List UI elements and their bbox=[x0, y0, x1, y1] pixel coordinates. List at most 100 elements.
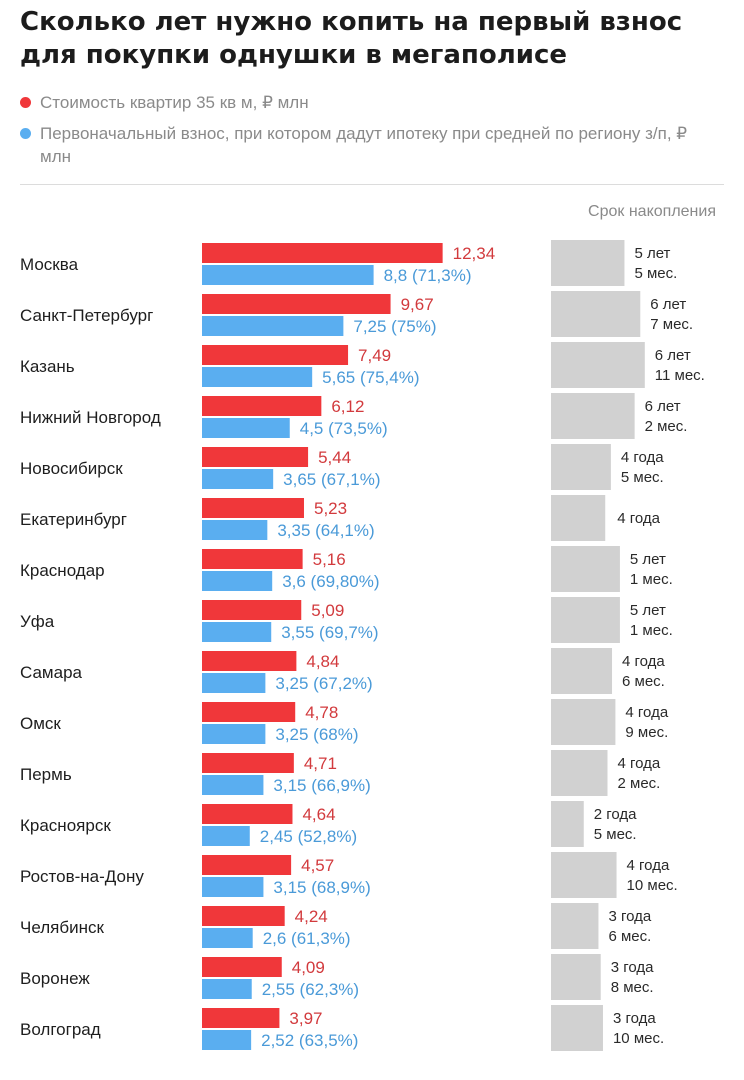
down-payment-bar-row-8 bbox=[202, 673, 266, 693]
price-label-row-9: 4,78 bbox=[305, 703, 338, 722]
price-bar-row-3 bbox=[202, 396, 322, 416]
header-divider bbox=[20, 184, 724, 185]
term-label-row-7-line-1: 1 мес. bbox=[630, 622, 673, 639]
price-label-row-11: 4,64 bbox=[302, 805, 335, 824]
city-label-row-14: Воронеж bbox=[20, 969, 90, 988]
price-bar-row-11 bbox=[202, 804, 293, 824]
price-bar-row-9 bbox=[202, 702, 296, 722]
city-label-row-13: Челябинск bbox=[20, 918, 104, 937]
term-label-row-1-line-1: 7 мес. bbox=[650, 316, 693, 333]
term-label-row-10-line-0: 4 года bbox=[618, 755, 661, 772]
term-label-row-8-line-0: 4 года bbox=[622, 653, 665, 670]
term-box-row-4 bbox=[551, 444, 611, 490]
city-label-row-7: Уфа bbox=[20, 612, 55, 631]
city-label-row-8: Самара bbox=[20, 663, 83, 682]
legend-dot-red-icon bbox=[20, 97, 31, 108]
down-payment-label-row-12: 3,15 (68,9%) bbox=[273, 878, 370, 897]
term-label-row-9-line-0: 4 года bbox=[625, 704, 668, 721]
down-payment-bar-row-1 bbox=[202, 316, 344, 336]
price-bar-row-7 bbox=[202, 600, 302, 620]
city-label-row-11: Красноярск bbox=[20, 816, 111, 835]
price-label-row-5: 5,23 bbox=[314, 499, 347, 518]
down-payment-label-row-1: 7,25 (75%) bbox=[353, 317, 436, 336]
down-payment-bar-row-6 bbox=[202, 571, 273, 591]
price-bar-row-15 bbox=[202, 1008, 280, 1028]
down-payment-label-row-2: 5,65 (75,4%) bbox=[322, 368, 419, 387]
term-box-row-5 bbox=[551, 495, 606, 541]
term-label-row-0-line-0: 5 лет bbox=[634, 245, 670, 262]
term-column-header: Срок накопления bbox=[588, 203, 716, 220]
price-bar-row-13 bbox=[202, 906, 285, 926]
term-label-row-4-line-1: 5 мес. bbox=[621, 469, 664, 486]
city-label-row-1: Санкт-Петербург bbox=[20, 306, 153, 325]
price-label-row-8: 4,84 bbox=[306, 652, 339, 671]
city-label-row-0: Москва bbox=[20, 255, 79, 274]
price-bar-row-0 bbox=[202, 243, 443, 263]
term-label-row-5: 4 года bbox=[617, 510, 660, 527]
legend-item-down-payment: Первоначальный взнос, при котором дадут … bbox=[20, 122, 710, 168]
city-label-row-5: Екатеринбург bbox=[20, 510, 127, 529]
down-payment-label-row-5: 3,35 (64,1%) bbox=[277, 521, 374, 540]
price-label-row-1: 9,67 bbox=[401, 295, 434, 314]
term-box-row-8 bbox=[551, 648, 613, 694]
term-box-row-1 bbox=[551, 291, 641, 337]
term-box-row-11 bbox=[551, 801, 584, 847]
down-payment-label-row-7: 3,55 (69,7%) bbox=[281, 623, 378, 642]
price-bar-row-8 bbox=[202, 651, 297, 671]
city-label-row-10: Пермь bbox=[20, 765, 72, 784]
down-payment-bar-row-2 bbox=[202, 367, 313, 387]
term-label-row-6-line-0: 5 лет bbox=[630, 551, 666, 568]
down-payment-bar-row-11 bbox=[202, 826, 250, 846]
price-label-row-14: 4,09 bbox=[292, 958, 325, 977]
term-label-row-3-line-0: 6 лет bbox=[645, 398, 681, 415]
city-label-row-6: Краснодар bbox=[20, 561, 105, 580]
term-label-row-7-line-0: 5 лет bbox=[630, 602, 666, 619]
price-bar-row-1 bbox=[202, 294, 391, 314]
price-label-row-12: 4,57 bbox=[301, 856, 334, 875]
price-label-row-13: 4,24 bbox=[295, 907, 328, 926]
term-label-row-2-line-1: 11 мес. bbox=[655, 367, 705, 384]
term-box-row-14 bbox=[551, 954, 601, 1000]
term-label-row-12-line-0: 4 года bbox=[627, 857, 670, 874]
term-box-row-2 bbox=[551, 342, 645, 388]
term-label-row-1-line-0: 6 лет bbox=[650, 296, 686, 313]
down-payment-label-row-15: 2,52 (63,5%) bbox=[261, 1031, 358, 1050]
term-box-row-10 bbox=[551, 750, 608, 796]
down-payment-label-row-14: 2,55 (62,3%) bbox=[262, 980, 359, 999]
price-bar-row-14 bbox=[202, 957, 282, 977]
term-label-row-14-line-0: 3 года bbox=[611, 959, 654, 976]
down-payment-bar-row-14 bbox=[202, 979, 252, 999]
down-payment-bar-row-0 bbox=[202, 265, 374, 285]
down-payment-label-row-0: 8,8 (71,3%) bbox=[384, 266, 472, 285]
down-payment-label-row-4: 3,65 (67,1%) bbox=[283, 470, 380, 489]
price-bar-row-10 bbox=[202, 753, 294, 773]
down-payment-bar-row-5 bbox=[202, 520, 268, 540]
term-box-row-15 bbox=[551, 1005, 603, 1051]
term-label-row-0-line-1: 5 мес. bbox=[634, 265, 677, 282]
down-payment-bar-row-4 bbox=[202, 469, 274, 489]
term-label-row-13-line-0: 3 года bbox=[608, 908, 651, 925]
term-label-row-12-line-1: 10 мес. bbox=[627, 877, 678, 894]
down-payment-bar-row-13 bbox=[202, 928, 253, 948]
down-payment-bar-row-15 bbox=[202, 1030, 252, 1050]
legend-label-down-payment: Первоначальный взнос, при котором дадут … bbox=[40, 124, 688, 166]
city-label-row-12: Ростов-на-Дону bbox=[20, 867, 144, 886]
down-payment-bar-row-10 bbox=[202, 775, 264, 795]
price-label-row-7: 5,09 bbox=[311, 601, 344, 620]
down-payment-label-row-10: 3,15 (66,9%) bbox=[273, 776, 370, 795]
term-box-row-7 bbox=[551, 597, 620, 643]
price-label-row-10: 4,71 bbox=[304, 754, 337, 773]
term-label-row-8-line-1: 6 мес. bbox=[622, 673, 665, 690]
legend-item-price: Стоимость квартир 35 кв м, ₽ млн bbox=[20, 91, 710, 114]
legend-label-price: Стоимость квартир 35 кв м, ₽ млн bbox=[40, 93, 309, 112]
term-box-row-0 bbox=[551, 240, 625, 286]
down-payment-label-row-6: 3,6 (69,80%) bbox=[282, 572, 379, 591]
price-label-row-4: 5,44 bbox=[318, 448, 351, 467]
down-payment-label-row-11: 2,45 (52,8%) bbox=[260, 827, 357, 846]
city-label-row-3: Нижний Новгород bbox=[20, 408, 161, 427]
down-payment-label-row-9: 3,25 (68%) bbox=[275, 725, 358, 744]
price-bar-row-12 bbox=[202, 855, 292, 875]
price-label-row-2: 7,49 bbox=[358, 346, 391, 365]
price-label-row-3: 6,12 bbox=[331, 397, 364, 416]
